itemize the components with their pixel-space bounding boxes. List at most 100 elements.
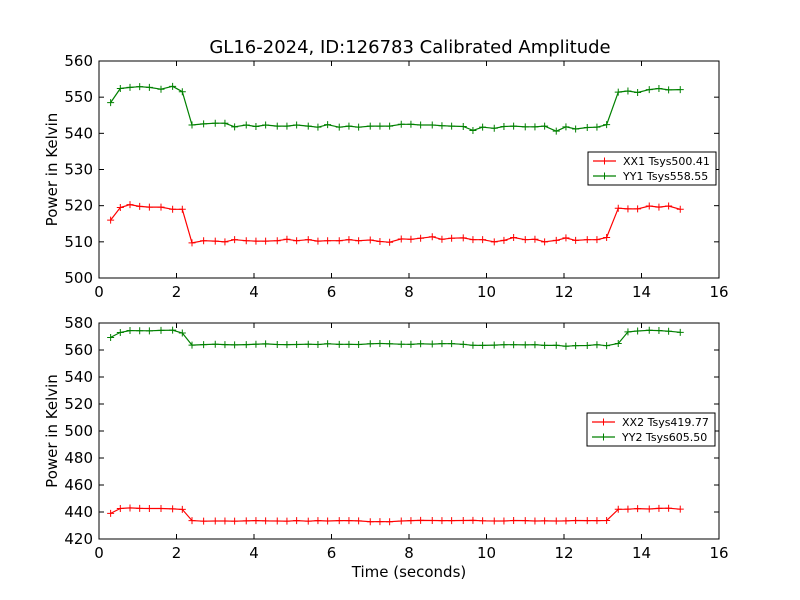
bottom-series-1-point	[438, 517, 446, 525]
top-series-2-point	[676, 86, 684, 94]
bottom-series-1-point	[479, 517, 487, 525]
bottom-series-2-point	[417, 340, 425, 348]
top-series-2-point	[428, 121, 436, 129]
bottom-series-1-point	[221, 517, 229, 525]
top-series-1-point	[376, 237, 384, 245]
top-series-2-point	[665, 86, 673, 94]
bottom-series-1-point	[188, 517, 196, 525]
top-series-1-point	[417, 234, 425, 242]
bottom-series-1-point	[459, 517, 467, 525]
top-series-1-point	[614, 204, 622, 212]
top-series-1-point	[188, 239, 196, 247]
bottom-series-2-point	[397, 340, 405, 348]
top-series-2-point	[376, 122, 384, 130]
bottom-legend-box	[586, 412, 716, 447]
top-series-2-point	[116, 84, 124, 92]
top-series-1-point	[531, 235, 539, 243]
bottom-series-2-point	[583, 342, 591, 350]
top-series-1-point	[448, 234, 456, 242]
top-series-2-point	[221, 119, 229, 127]
top-series-2-point	[211, 119, 219, 127]
bottom-series-1-point	[145, 504, 153, 512]
top-legend-marker-1	[601, 157, 608, 165]
top-series-2-point	[366, 122, 374, 130]
bottom-legend-marker-1	[600, 418, 607, 426]
top-series-1-point	[231, 236, 239, 244]
bottom-y-tick-label: 560	[64, 341, 93, 359]
bottom-y-tick-label: 540	[64, 368, 93, 386]
bottom-x-tick-label: 8	[404, 544, 414, 562]
bottom-series-1-point	[304, 517, 312, 525]
top-series-1-point	[665, 202, 673, 210]
bottom-series-1-point	[273, 517, 281, 525]
bottom-series-1-point	[366, 518, 374, 526]
top-series-1-point	[169, 205, 177, 213]
top-series-2-point	[273, 122, 281, 130]
bottom-legend-label-1: XX2 Tsys419.77	[622, 416, 709, 429]
top-series-2-point	[645, 86, 653, 94]
top-legend: XX1 Tsys500.41 YY1 Tsys558.55	[587, 151, 717, 186]
top-series-2-point	[314, 123, 322, 131]
bottom-series-2-point	[614, 340, 622, 348]
top-series-1-point	[583, 236, 591, 244]
top-y-tick-label: 520	[64, 197, 93, 215]
top-series-1-point	[200, 237, 208, 245]
top-series-2-point	[510, 122, 518, 130]
bottom-series-1-point	[231, 517, 239, 525]
bottom-series-2-point	[221, 341, 229, 349]
top-series-1-point	[324, 237, 332, 245]
top-series-1-point	[116, 203, 124, 211]
top-series-1-point	[314, 237, 322, 245]
top-x-tick-label: 10	[477, 283, 496, 301]
top-series-2-point	[562, 123, 570, 131]
bottom-x-tick-label: 2	[172, 544, 182, 562]
top-series-1-point	[136, 202, 144, 210]
top-series-2-point	[252, 122, 260, 130]
bottom-series-2-point	[541, 341, 549, 349]
bottom-series-1-point	[157, 504, 165, 512]
bottom-series-2-point	[655, 327, 663, 335]
top-series-1-point	[107, 216, 115, 224]
bottom-series-2-point	[407, 340, 415, 348]
bottom-x-tick-label: 12	[554, 544, 573, 562]
top-series-2-point	[583, 124, 591, 132]
top-series-2-point	[603, 121, 611, 129]
top-series-1-point	[335, 237, 343, 245]
bottom-x-tick-label: 4	[249, 544, 259, 562]
top-legend-label-1: XX1 Tsys500.41	[623, 155, 710, 168]
bottom-series-2-point	[572, 342, 580, 350]
bottom-series-2-point	[469, 341, 477, 349]
top-series-1-point	[655, 203, 663, 211]
bottom-series-2-point	[169, 326, 177, 334]
top-series-1-point	[355, 237, 363, 245]
bottom-series-2-point	[676, 328, 684, 336]
bottom-series-2-point	[107, 333, 115, 341]
bottom-x-tick-label: 6	[327, 544, 337, 562]
top-series-2-point	[521, 123, 529, 131]
top-x-tick-label: 8	[404, 283, 414, 301]
top-series-2-point	[126, 83, 134, 91]
top-x-tick-label: 4	[249, 283, 259, 301]
top-x-tick-label: 6	[327, 283, 337, 301]
top-x-tick-label: 0	[94, 283, 104, 301]
bottom-series-1-point	[469, 516, 477, 524]
top-y-tick-label: 530	[64, 161, 93, 179]
top-series-1-point	[345, 236, 353, 244]
top-series-1-point	[645, 202, 653, 210]
bottom-series-1-point	[562, 517, 570, 525]
bottom-series-1-point	[531, 517, 539, 525]
top-series-1-point	[407, 235, 415, 243]
top-series-1-point	[500, 236, 508, 244]
top-series-1-point	[366, 236, 374, 244]
bottom-series-2-point	[231, 341, 239, 349]
bottom-series-2-point	[262, 340, 270, 348]
top-series-1-point	[397, 235, 405, 243]
top-series-2-point	[531, 123, 539, 131]
top-series-2-point	[572, 125, 580, 133]
top-series-2-point	[200, 120, 208, 128]
bottom-series-1-point	[490, 517, 498, 525]
top-x-tick-label: 16	[709, 283, 728, 301]
top-series-1-point	[293, 237, 301, 245]
bottom-series-2-point	[531, 341, 539, 349]
top-chart-panel: 0 2 4 6 8 10 12 14 16 500 510 520 530 540 550 560 Power …	[43, 52, 729, 301]
